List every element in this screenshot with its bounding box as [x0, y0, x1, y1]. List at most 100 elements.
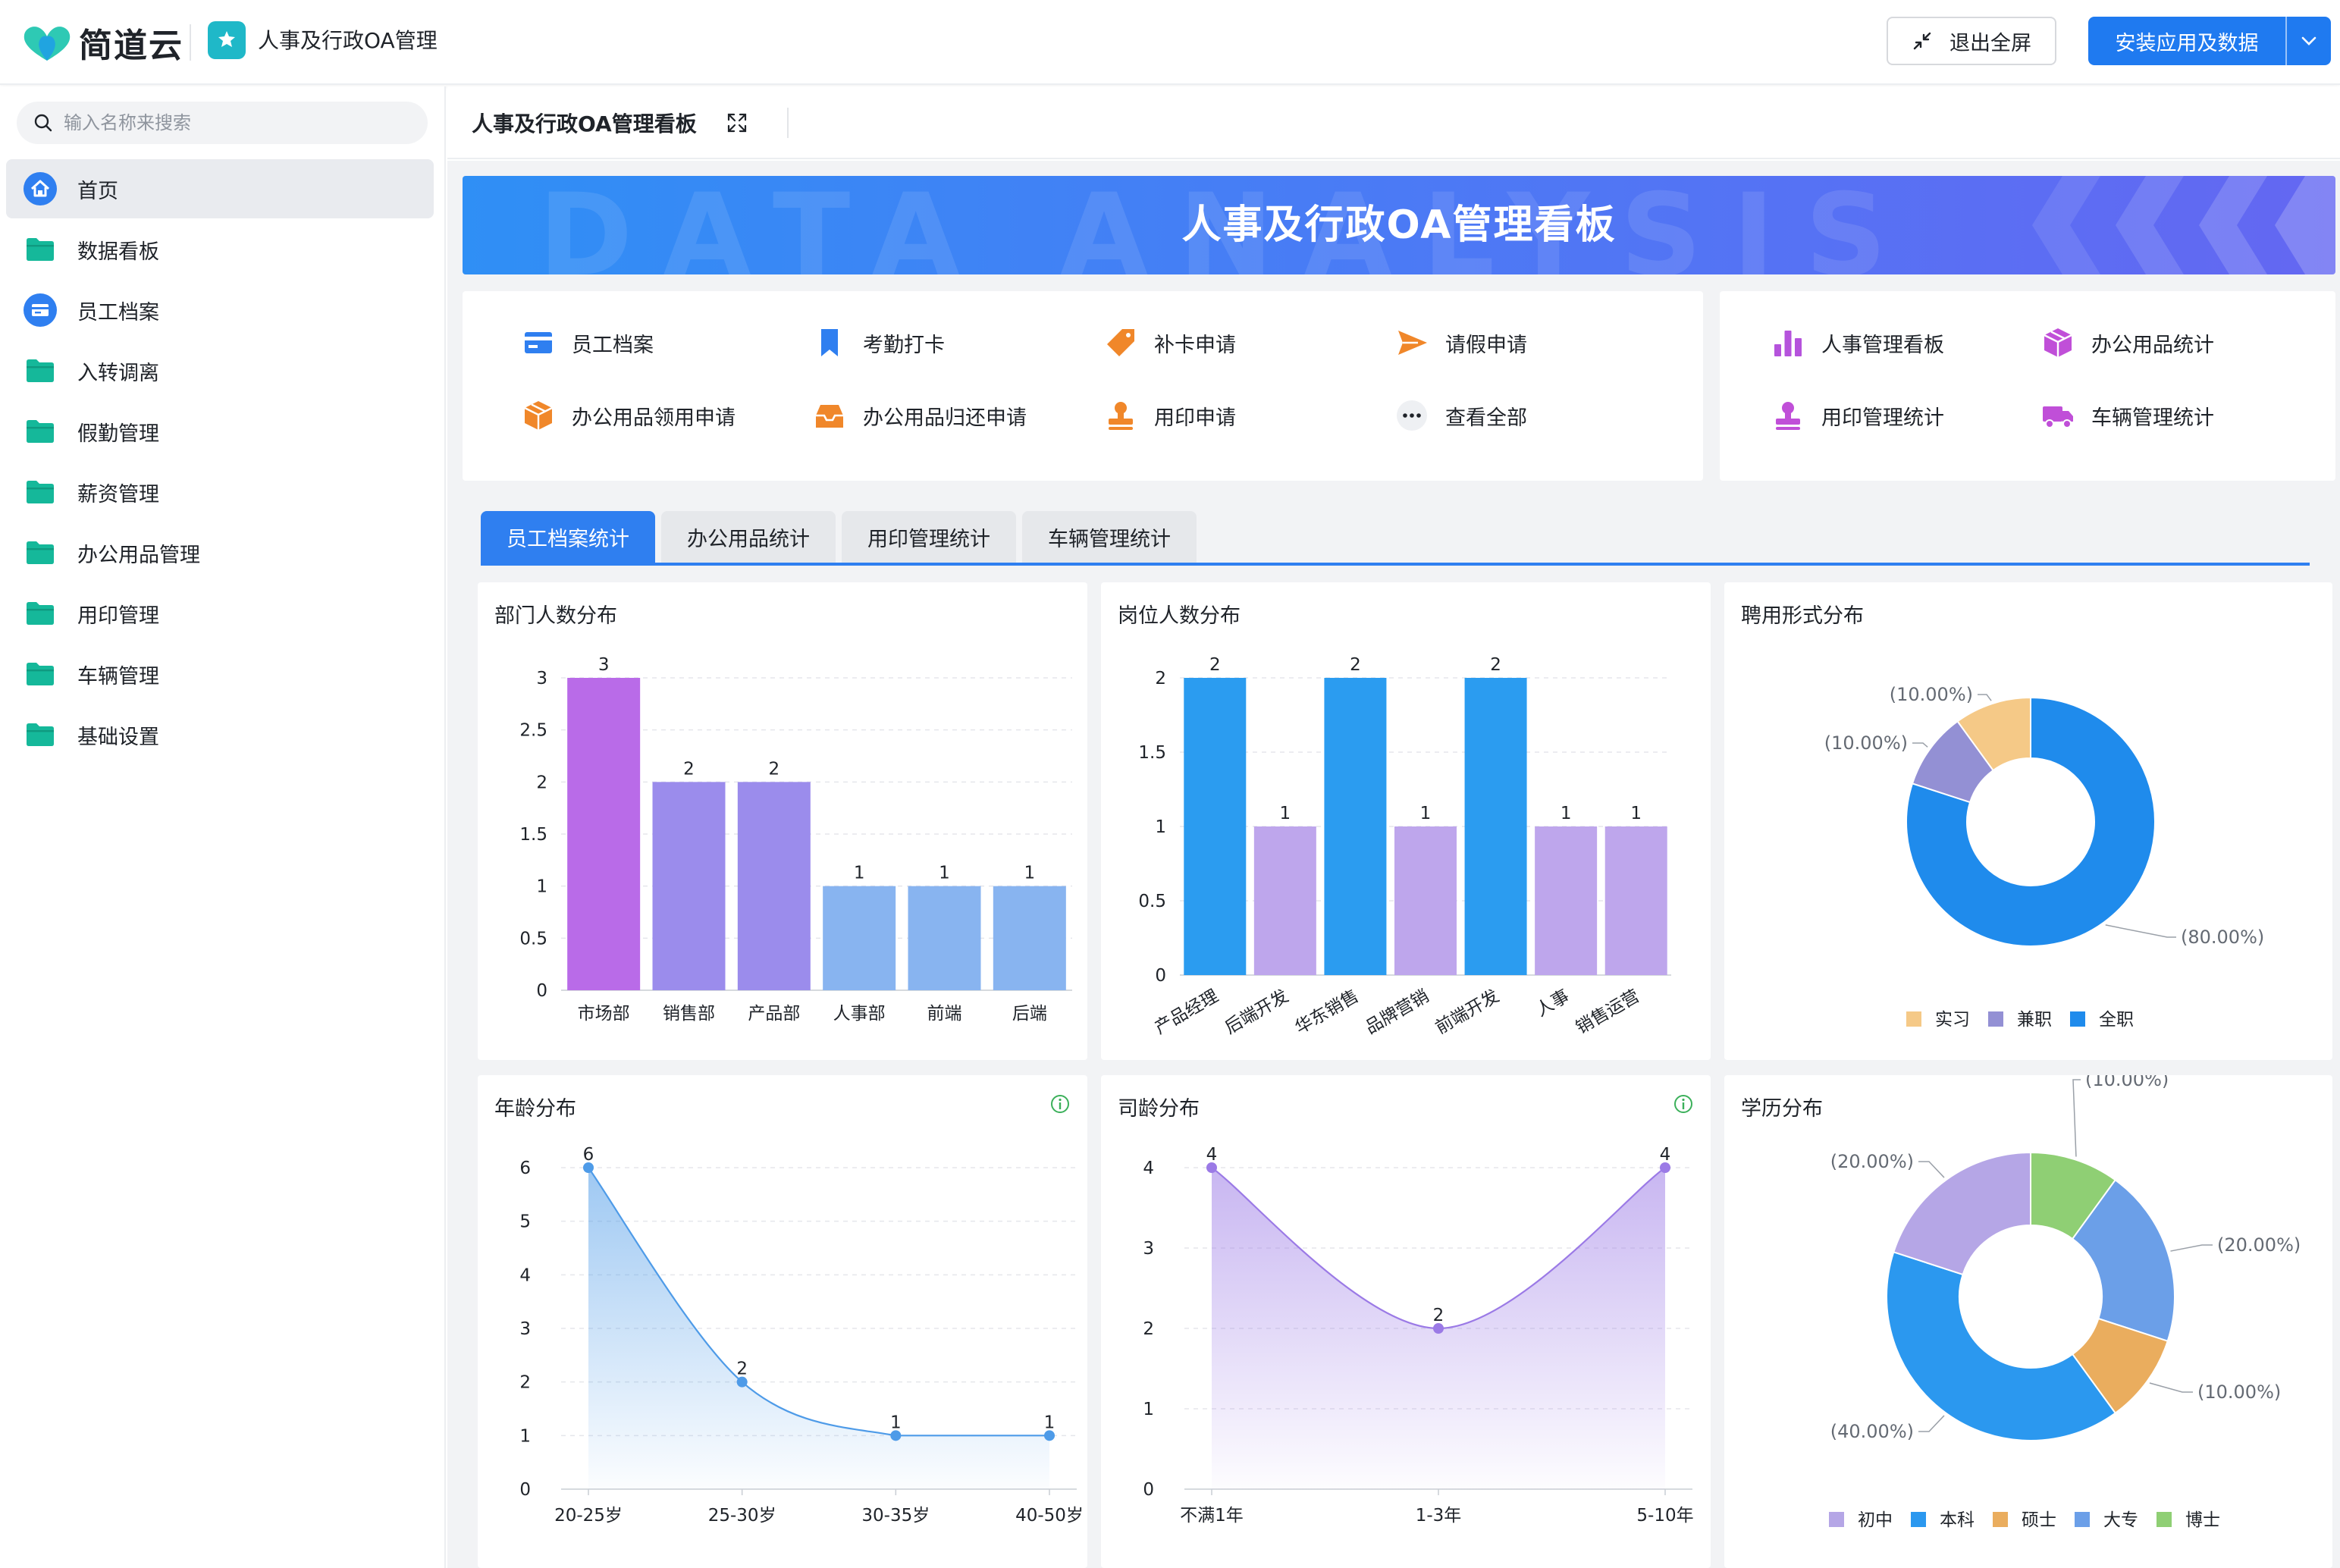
y-tick-label: 2 — [1155, 669, 1166, 688]
leader-line — [1912, 742, 1928, 748]
page-title: 人事及行政OA管理看板 — [472, 111, 697, 136]
sidebar-item[interactable]: 基础设置 — [6, 705, 434, 764]
shortcut-item[interactable]: 办公用品统计 — [2040, 321, 2214, 364]
bar — [652, 782, 726, 990]
sidebar-item-label: 基础设置 — [77, 725, 159, 749]
leader-line — [2170, 1244, 2213, 1252]
bookmark-icon — [811, 325, 848, 361]
pie-slice — [1906, 696, 2156, 947]
shortcut-label: 人事管理看板 — [1821, 333, 1944, 357]
sidebar-item[interactable]: 员工档案 — [6, 281, 434, 340]
logo[interactable]: 简道云 — [21, 20, 183, 65]
tab[interactable]: 办公用品统计 — [661, 511, 836, 563]
shortcut-item[interactable]: 办公用品领用申请 — [520, 394, 736, 437]
shortcut-label: 办公用品统计 — [2091, 333, 2214, 357]
shortcut-label: 查看全部 — [1445, 406, 1527, 430]
data-label: 4 — [1660, 1145, 1671, 1165]
sidebar-item[interactable]: 薪资管理 — [6, 463, 434, 522]
x-tick-label: 1-3年 — [1416, 1506, 1462, 1526]
bar — [1535, 826, 1598, 975]
slice-label: (10.00%) — [2197, 1381, 2281, 1403]
y-tick-label: 1 — [1155, 817, 1166, 837]
sidebar-item[interactable]: 用印管理 — [6, 584, 434, 643]
data-label: 4 — [1206, 1145, 1218, 1165]
legend-swatch — [1993, 1512, 2008, 1527]
install-app-button[interactable]: 安装应用及数据 — [2088, 17, 2331, 65]
x-tick-label: 40-50岁 — [1015, 1506, 1084, 1526]
folder-icon — [23, 475, 58, 510]
x-tick-label: 后端开发 — [1222, 986, 1292, 1039]
data-point — [1433, 1323, 1444, 1334]
sidebar-item[interactable]: 入转调离 — [6, 341, 434, 400]
install-app-label: 安装应用及数据 — [2115, 31, 2259, 55]
y-tick-label: 0 — [1155, 966, 1166, 986]
shortcut-item[interactable]: 人事管理看板 — [1770, 321, 1944, 364]
exit-fullscreen-label: 退出全屏 — [1949, 31, 2031, 55]
legend-swatch — [2070, 1011, 2085, 1027]
expand-icon[interactable] — [723, 109, 751, 136]
slice-label: (10.00%) — [2085, 1075, 2169, 1090]
sidebar-item-label: 假勤管理 — [77, 422, 159, 446]
data-point — [583, 1162, 594, 1173]
shortcut-item[interactable]: 用印管理统计 — [1770, 394, 1944, 437]
shortcut-label: 办公用品领用申请 — [572, 406, 736, 430]
legend-label: 初中 — [1858, 1510, 1893, 1530]
tab-bar: 员工档案统计 办公用品统计 用印管理统计 车辆管理统计 — [481, 511, 2310, 566]
leader-line — [2072, 1079, 2081, 1157]
info-icon[interactable] — [1049, 1093, 1071, 1115]
info-icon[interactable] — [1673, 1093, 1694, 1115]
sidebar-item-label: 员工档案 — [77, 300, 159, 325]
shortcut-label: 用印申请 — [1154, 406, 1236, 430]
x-tick-label: 30-35岁 — [861, 1506, 930, 1526]
shortcut-item[interactable]: 请假申请 — [1394, 321, 1527, 364]
exit-fullscreen-button[interactable]: 退出全屏 — [1887, 17, 2056, 65]
shortcut-label: 请假申请 — [1445, 333, 1527, 357]
tab[interactable]: 车辆管理统计 — [1022, 511, 1197, 563]
tab[interactable]: 员工档案统计 — [481, 511, 655, 563]
shortcut-item[interactable]: 用印申请 — [1103, 394, 1236, 437]
pie-slice — [1886, 1251, 2117, 1441]
y-tick-label: 3 — [536, 669, 547, 688]
search-box[interactable] — [17, 102, 428, 144]
package-icon — [2040, 325, 2076, 361]
app-title[interactable]: 人事及行政OA管理 — [258, 28, 438, 53]
search-input[interactable] — [64, 112, 420, 133]
home-icon — [23, 171, 58, 206]
sidebar-item[interactable]: 办公用品管理 — [6, 523, 434, 582]
sidebar-item[interactable]: 数据看板 — [6, 220, 434, 279]
shortcut-panel: 员工档案 考勤打卡 补卡申请 请假申请办公用品领用申请 办公用品归还申请 用印申请 查看全部 — [463, 291, 1703, 481]
chevron-down-icon[interactable] — [2287, 31, 2331, 51]
app-icon — [208, 21, 246, 59]
bar — [1464, 678, 1527, 975]
button-divider — [2285, 17, 2287, 65]
legend-swatch — [2157, 1512, 2172, 1527]
pie-slice — [1893, 1151, 2031, 1276]
shortcut-item[interactable]: 补卡申请 — [1103, 321, 1236, 364]
y-tick-label: 2 — [536, 773, 547, 792]
sidebar-item[interactable]: 首页 — [6, 159, 434, 218]
sidebar-item[interactable]: 车辆管理 — [6, 644, 434, 704]
shortcut-item[interactable]: 车辆管理统计 — [2040, 394, 2214, 437]
dashboard-banner: DATA ANALYSIS 人事及行政OA管理看板 — [463, 176, 2335, 274]
series-line — [588, 1167, 1049, 1437]
data-point — [1206, 1162, 1217, 1173]
slice-label: (80.00%) — [2181, 927, 2264, 948]
y-tick-label: 0 — [519, 1480, 531, 1500]
slice-label: (20.00%) — [2217, 1234, 2301, 1256]
bar — [993, 886, 1066, 990]
legend-label: 实习 — [1935, 1010, 1970, 1030]
shortcut-item[interactable]: 查看全部 — [1394, 394, 1527, 437]
dashboard-content: DATA ANALYSIS 人事及行政OA管理看板 员工档案 考勤打卡 补卡申请 请假… — [447, 161, 2340, 1568]
tab[interactable]: 用印管理统计 — [842, 511, 1016, 563]
employ-pie-chart: (80.00%) (10.00%) (10.00%) 实习 兼职 全职 — [1824, 684, 2265, 1030]
folder-icon — [23, 657, 58, 691]
age-chart-card: 年龄分布 0 1 2 3 4 5 6 6 20-25岁 2 25-30岁 1 30-35岁 1 40-50岁 — [478, 1075, 1087, 1568]
sidebar-item[interactable]: 假勤管理 — [6, 402, 434, 461]
shortcut-item[interactable]: 办公用品归还申请 — [811, 394, 1027, 437]
folder-icon — [23, 717, 58, 752]
shortcut-item[interactable]: 考勤打卡 — [811, 321, 945, 364]
chart-title: 部门人数分布 — [494, 604, 617, 628]
divider — [787, 108, 789, 138]
send-icon — [1394, 325, 1430, 361]
shortcut-item[interactable]: 员工档案 — [520, 321, 654, 364]
